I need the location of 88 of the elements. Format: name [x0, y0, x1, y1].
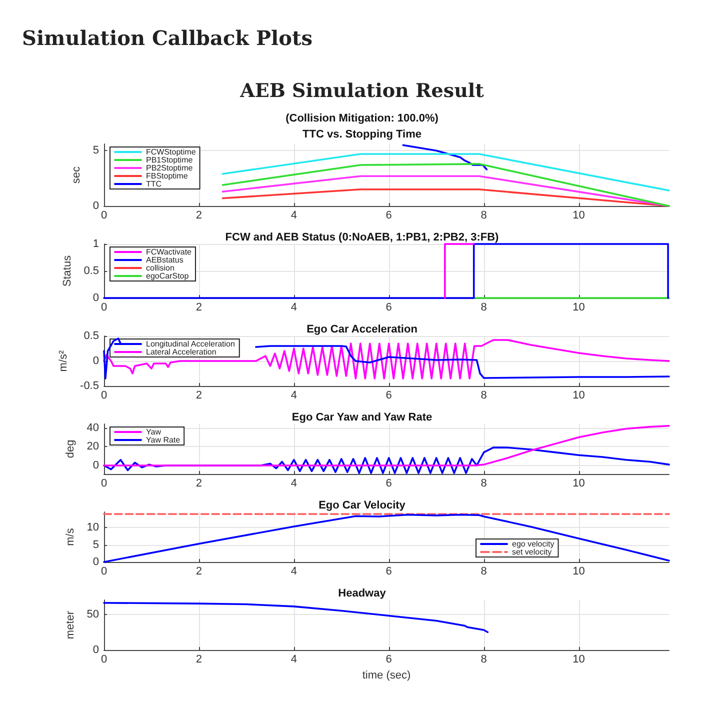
- x-tick-label: 4: [290, 654, 297, 666]
- x-tick-label: 10: [572, 566, 585, 578]
- y-tick-label: 0: [92, 292, 99, 304]
- legend-label: Lateral Acceleration: [146, 348, 216, 356]
- x-tick-label: 4: [290, 478, 297, 490]
- x-tick-label: 8: [480, 654, 487, 666]
- y-axis-title: m/s²: [58, 350, 70, 372]
- y-axis-title: meter: [64, 610, 76, 640]
- y-axis-title: deg: [64, 440, 76, 458]
- legend-label: AEBstatus: [146, 256, 184, 264]
- x-tick-label: 0: [100, 566, 108, 578]
- chart-title: TTC vs. Stopping Time: [302, 128, 422, 140]
- x-tick-label: 2: [196, 210, 202, 222]
- x-tick-label: 10: [572, 210, 585, 222]
- chart-title: FCW and AEB Status (0:NoAEB, 1:PB1, 2:PB2, 3:FB): [225, 232, 500, 244]
- x-tick-label: 4: [290, 210, 297, 222]
- x-tick-label: 2: [196, 654, 202, 666]
- x-tick-label: 0: [100, 210, 108, 222]
- y-tick-label: 1: [92, 238, 99, 250]
- x-tick-label: 0: [100, 390, 108, 402]
- legend-label: Yaw: [146, 428, 162, 436]
- y-axis-title: sec: [70, 166, 82, 184]
- x-tick-label: 6: [386, 302, 392, 314]
- x-tick-label: 0: [100, 654, 108, 666]
- y-axis-title: Status: [61, 254, 74, 287]
- x-tick-label: 0: [100, 302, 108, 314]
- legend-label: FCWactivate: [146, 248, 192, 256]
- legend-label: FCWStoptime: [146, 148, 196, 156]
- x-tick-label: 8: [480, 566, 487, 578]
- y-tick-label: 0: [92, 355, 99, 367]
- y-tick-label: 0.5: [84, 330, 99, 342]
- x-tick-label: 2: [196, 390, 202, 402]
- line-series: [222, 163, 670, 207]
- y-tick-label: 20: [86, 440, 99, 453]
- chart-title: Ego Car Acceleration: [306, 324, 418, 336]
- legend-label: FBStoptime: [146, 172, 188, 180]
- x-tick-label: 8: [480, 478, 487, 490]
- x-tick-label: 6: [386, 654, 392, 666]
- legend-label: set velocity: [512, 548, 552, 556]
- y-tick-label: 5: [92, 538, 99, 551]
- x-tick-label: 2: [196, 566, 202, 578]
- line-series: [103, 602, 489, 634]
- legend-label: collision: [146, 264, 174, 272]
- x-axis-title: time (sec): [362, 670, 411, 682]
- legend-label: egoCarStop: [146, 272, 190, 280]
- x-tick-label: 4: [290, 566, 297, 578]
- x-tick-label: 6: [386, 478, 392, 490]
- x-tick-label: 0: [100, 478, 108, 490]
- y-tick-label: 10: [86, 522, 99, 534]
- x-tick-label: 2: [196, 478, 202, 490]
- x-tick-label: 10: [572, 302, 585, 314]
- y-tick-label: 0: [92, 644, 99, 656]
- x-tick-label: 4: [290, 390, 297, 402]
- x-tick-label: 6: [386, 390, 392, 402]
- x-tick-label: 8: [480, 210, 487, 222]
- x-tick-label: 10: [572, 654, 585, 666]
- legend-label: ego velocity: [512, 540, 554, 548]
- line-series: [103, 424, 670, 466]
- x-tick-label: 10: [572, 390, 585, 402]
- legend-label: TTC: [146, 180, 162, 188]
- chart-title: Headway: [338, 588, 387, 600]
- y-tick-label: -0.5: [80, 380, 99, 392]
- y-tick-label: 0: [92, 200, 99, 212]
- x-tick-label: 2: [196, 302, 202, 314]
- y-tick-label: 0: [92, 460, 99, 472]
- legend-label: Yaw Rate: [146, 436, 181, 444]
- y-tick-label: 40: [86, 422, 99, 434]
- chart-title: Ego Car Yaw and Yaw Rate: [292, 412, 432, 424]
- series-label: Longitudinal Acceleration: [146, 340, 235, 348]
- y-axis-title: m/s: [64, 528, 76, 546]
- x-tick-label: 6: [386, 566, 392, 578]
- y-tick-label: 50: [86, 608, 99, 620]
- legend-label: PB1Stoptime: [146, 156, 194, 164]
- line-series: [402, 144, 488, 170]
- x-tick-label: 8: [480, 390, 487, 402]
- text: AEB Simulation Result: [239, 80, 485, 102]
- x-tick-label: 6: [386, 210, 392, 222]
- chart-subtitle: (Collision Mitigation: 100.0%): [286, 112, 439, 124]
- y-tick-label: 0.5: [84, 265, 99, 277]
- x-tick-label: 10: [572, 478, 585, 490]
- x-tick-label: 8: [480, 302, 487, 314]
- legend-label: PB2Stoptime: [146, 164, 194, 172]
- text: Simulation Callback Plots: [22, 26, 312, 50]
- line-series: [103, 514, 670, 563]
- x-tick-label: 4: [290, 302, 297, 314]
- y-tick-label: 5: [92, 144, 99, 157]
- y-tick-label: 0: [92, 556, 99, 568]
- chart-title: Ego Car Velocity: [318, 500, 406, 512]
